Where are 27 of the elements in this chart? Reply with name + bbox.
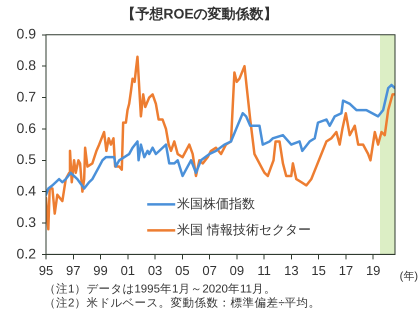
x-tick-label: 11	[257, 262, 271, 278]
x-tick-label: 97	[66, 262, 80, 278]
x-tick-label: 17	[338, 262, 354, 278]
x-tick-label: 09	[230, 262, 244, 278]
x-tick-label: 15	[311, 262, 326, 278]
y-tick-label: 0.4	[16, 182, 36, 199]
chart-title: 【予想ROEの変動係数】	[121, 5, 278, 22]
x-tick-label: 03	[148, 262, 162, 278]
y-tick-label: 0.8	[16, 57, 36, 74]
x-tick-label: 13	[284, 262, 299, 278]
x-tick-label: 95	[38, 262, 54, 278]
y-tick-label: 0.9	[16, 26, 36, 42]
x-tick-label: 01	[120, 262, 136, 278]
x-tick-label: 05	[175, 262, 190, 278]
y-tick-label: 0.3	[16, 214, 36, 230]
text: （注2）米ドルベース。変動係数：標準偏差÷平均。	[44, 296, 321, 310]
y-tick-label: 0.5	[16, 151, 36, 168]
y-tick-label: 0.2	[16, 245, 36, 262]
legend-label: 米国 情報技術セクター	[177, 222, 311, 237]
x-tick-label: 99	[93, 262, 108, 278]
text: （注1）データは1995年1月～2020年11月。	[44, 282, 276, 296]
legend-label: 米国株価指数	[177, 196, 256, 211]
y-tick-label: 0.6	[16, 120, 36, 136]
x-tick-label: 19	[366, 262, 380, 278]
x-axis-title: (年)	[400, 270, 418, 282]
x-tick-label: 07	[202, 262, 217, 278]
y-tick-label: 0.7	[16, 88, 36, 104]
